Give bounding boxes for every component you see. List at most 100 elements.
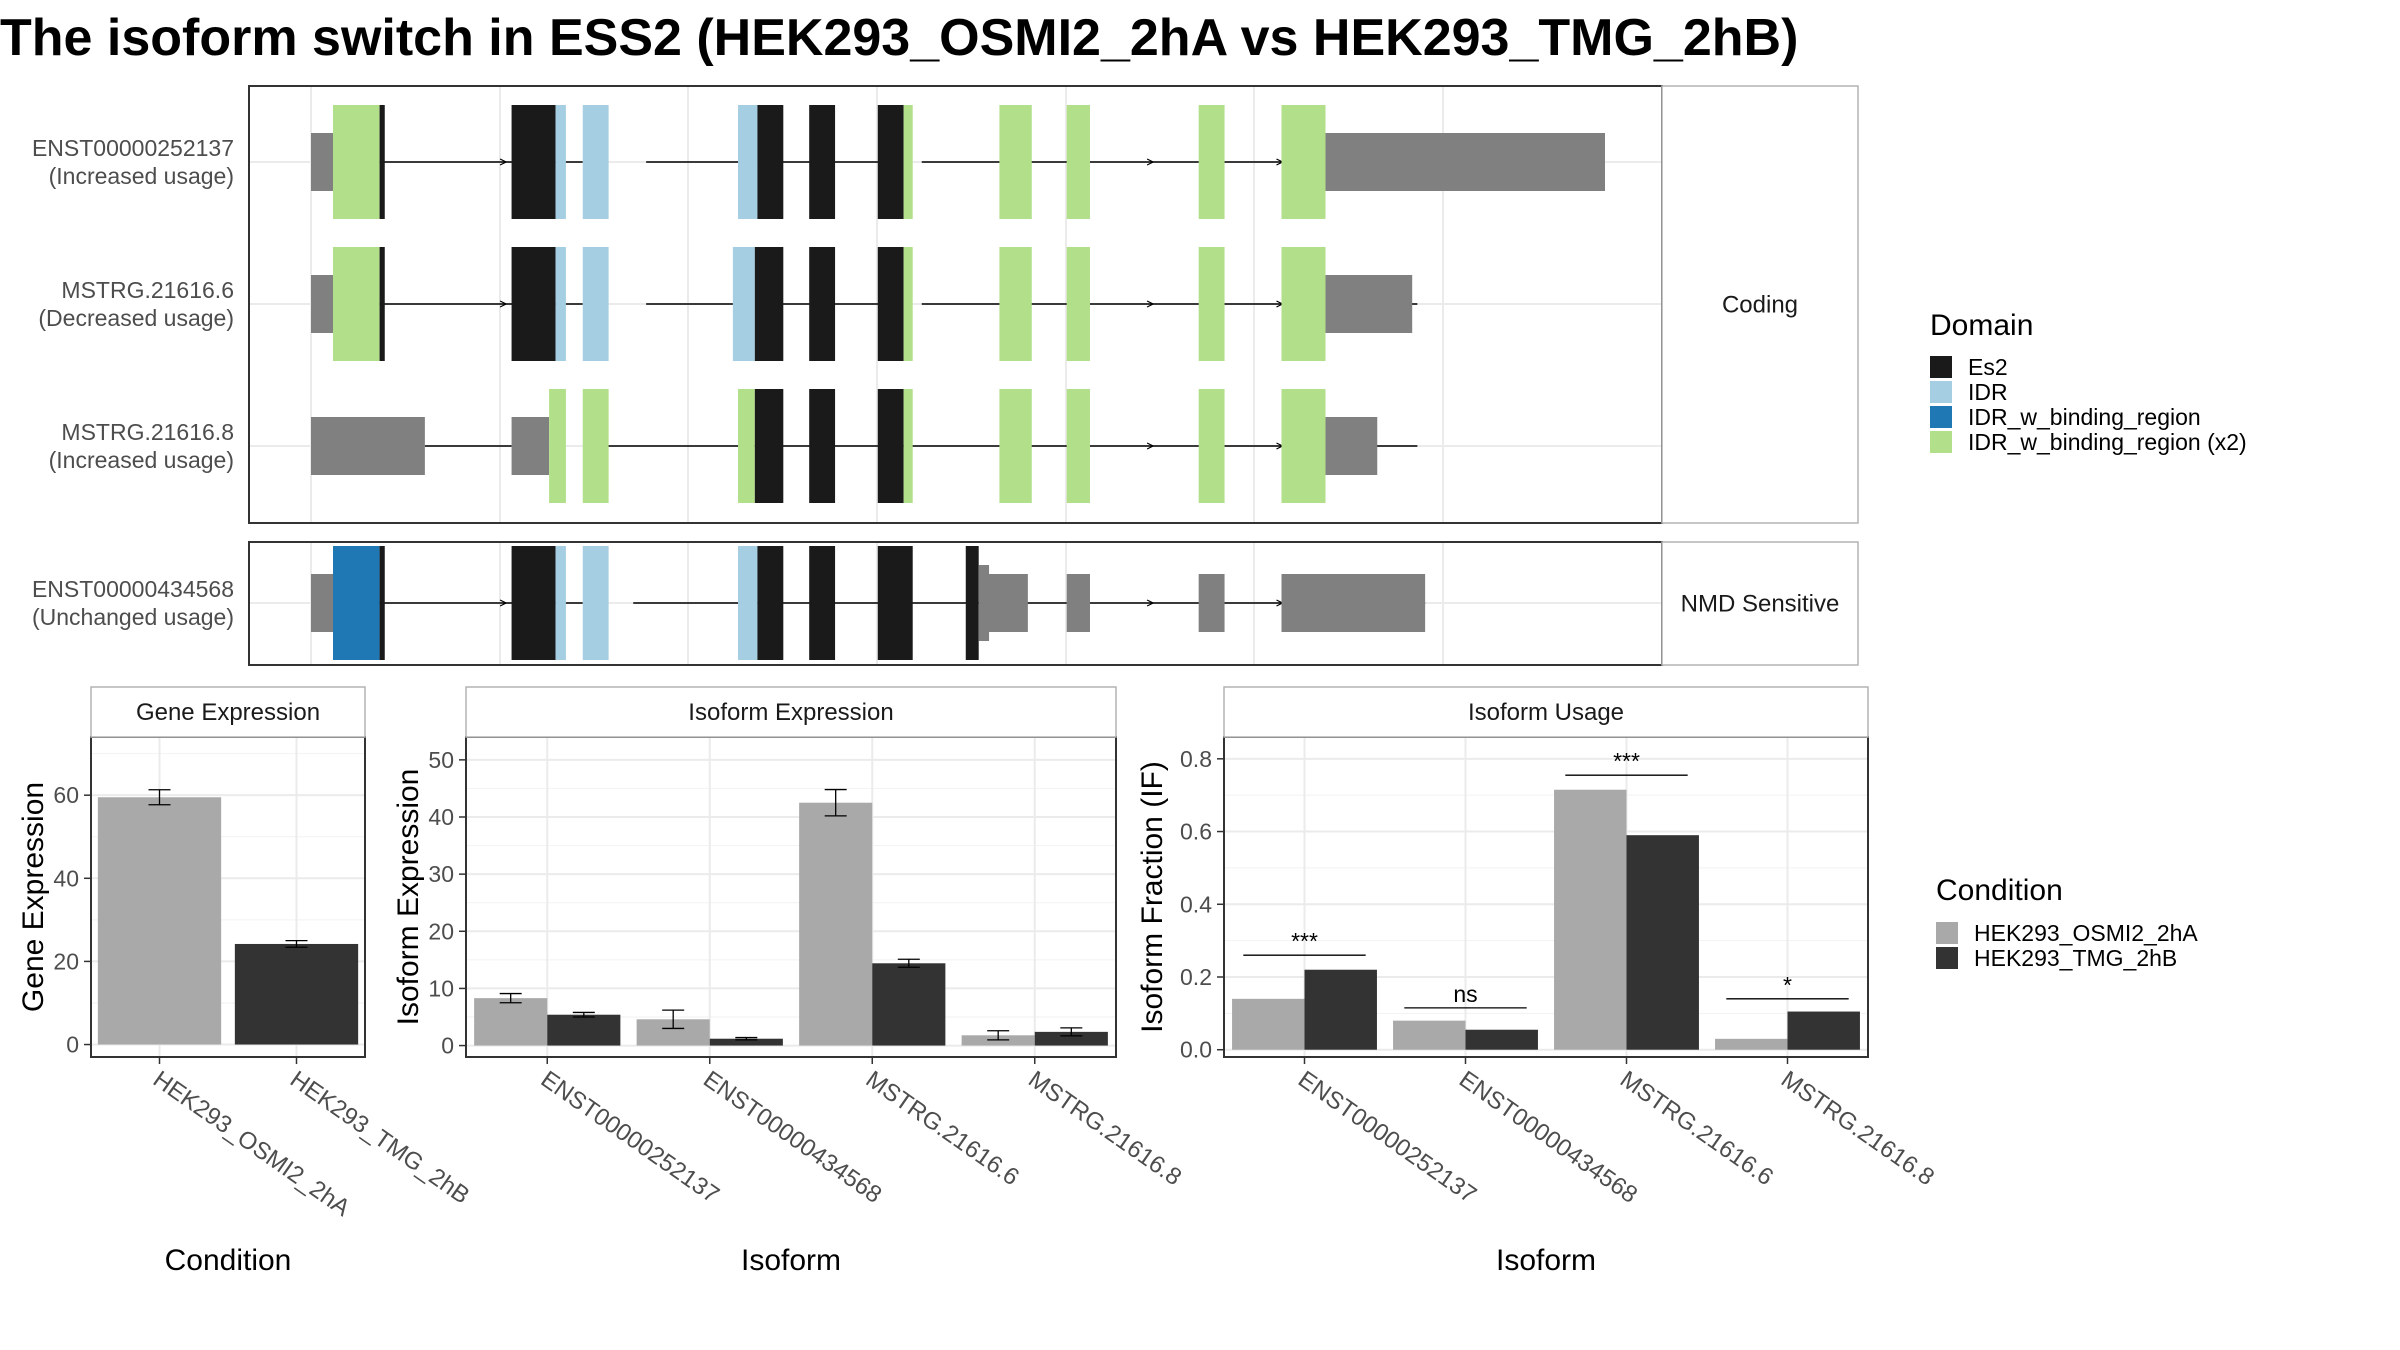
exon-idr-w-binding-region-x2- (903, 247, 913, 361)
exon-idr (555, 546, 566, 660)
exon-idr-w-binding-region-x2- (1066, 247, 1090, 361)
bar (1232, 998, 1305, 1050)
exon-es2 (511, 247, 556, 361)
legend-swatch (1930, 406, 1952, 428)
significance-label: *** (1613, 748, 1640, 774)
bar (1393, 1020, 1466, 1050)
bar (1626, 835, 1699, 1050)
exon-es2 (877, 247, 904, 361)
strip-box (1223, 686, 1869, 738)
bar (1554, 789, 1627, 1050)
exon-idr (738, 105, 758, 219)
x-tick-label: ENST00000434568 (1454, 1066, 1642, 1209)
exon-idr-w-binding-region-x2- (1281, 389, 1326, 503)
utr-block (1281, 574, 1426, 632)
bar (1304, 969, 1377, 1050)
exon-idr (555, 247, 566, 361)
intron-arrow (1146, 442, 1155, 450)
legend-title: Domain (1930, 309, 2033, 342)
exon-es2 (809, 389, 836, 503)
exon-idr (582, 247, 609, 361)
legend-item: IDR (1968, 379, 2008, 405)
utr-block (311, 574, 333, 632)
domain-legend: Domain Es2IDRIDR_w_binding_regionIDR_w_bi… (1930, 309, 2247, 455)
strip-box (1661, 541, 1859, 666)
transcript-ENST00000434568: ENST00000434568(Unchanged usage) (32, 546, 1426, 660)
exon-idr-w-binding-region-x2- (999, 105, 1032, 219)
transcript-MSTRG.21616.6: MSTRG.21616.6(Decreased usage) (38, 247, 1418, 361)
bar (1034, 1031, 1108, 1046)
exon-idr-w-binding-region-x2- (332, 247, 380, 361)
bar-panel-2: Isoform Expression 0 10 20 30 40 50 ENST0000025… (392, 686, 1186, 1277)
exon-es2 (379, 105, 385, 219)
legend-swatch (1936, 947, 1958, 969)
exon-es2 (877, 546, 913, 660)
exon-idr-w-binding-region-x2- (903, 105, 913, 219)
y-tick-label: 0.6 (1180, 819, 1212, 845)
bar-panels: Gene Expression0204060HEK293_OSMI2_2hAHE… (17, 686, 1939, 1277)
significance-label: ns (1453, 981, 1477, 1007)
transcript-id-label: MSTRG.21616.8 (61, 419, 234, 445)
legend-swatch (1930, 431, 1952, 453)
y-tick-label: 20 (53, 948, 79, 974)
exon-idr-w-binding-region-x2- (738, 389, 755, 503)
utr-block (1325, 133, 1605, 191)
x-tick-label: MSTRG.21616.8 (1023, 1066, 1186, 1191)
significance-label: *** (1291, 928, 1318, 954)
utr-block (311, 417, 425, 475)
x-tick-label: MSTRG.21616.6 (1615, 1066, 1778, 1191)
plot-title: The isoform switch in ESS2 (HEK293_OSMI2… (0, 9, 1798, 67)
exon-idr-w-binding-region-x2- (582, 389, 609, 503)
legend-swatch (1930, 356, 1952, 378)
intron-arrow (499, 599, 508, 607)
x-tick-label: ENST00000434568 (698, 1066, 886, 1209)
y-tick-label: 40 (53, 865, 79, 891)
exon-idr-w-binding-region-x2- (1281, 105, 1326, 219)
y-axis-title: Gene Expression (17, 782, 50, 1012)
y-tick-label: 0.8 (1180, 746, 1212, 772)
x-axis-title: Isoform (1496, 1244, 1596, 1277)
intron-arrow (499, 158, 508, 166)
utr-block (1198, 574, 1225, 632)
exon-idr-w-binding-region-x2- (549, 389, 566, 503)
strip-label: NMD Sensitive (1681, 591, 1840, 618)
utr-block (311, 133, 333, 191)
exon-idr (582, 105, 609, 219)
exon-es2 (379, 546, 385, 660)
exon-idr-w-binding-region-x2- (1066, 389, 1090, 503)
strip-label: Coding (1722, 292, 1798, 319)
y-tick-label: 0 (441, 1033, 454, 1059)
x-tick-label: MSTRG.21616.6 (861, 1066, 1024, 1191)
y-tick-label: 0.0 (1180, 1037, 1212, 1063)
bar (1787, 1011, 1860, 1050)
y-tick-label: 60 (53, 782, 79, 808)
bar (1465, 1029, 1538, 1050)
strip-label: Isoform Usage (1468, 699, 1624, 726)
legend-title: Condition (1936, 874, 2063, 907)
exon-idr-w-binding-region-x2- (999, 389, 1032, 503)
utr-block (1066, 574, 1090, 632)
legend-item: Es2 (1968, 354, 2008, 380)
intron-arrow (499, 300, 508, 308)
y-tick-label: 50 (428, 747, 454, 773)
utr-block (1325, 275, 1413, 333)
y-tick-label: 20 (428, 918, 454, 944)
y-tick-label: 40 (428, 804, 454, 830)
utr-block (982, 574, 1028, 632)
transcript-usage-label: (Increased usage) (49, 447, 234, 473)
exon-idr-w-binding-region (332, 546, 380, 660)
legend-item: IDR_w_binding_region (x2) (1968, 429, 2247, 455)
bar (799, 802, 873, 1046)
exon-es2 (754, 247, 784, 361)
x-axis-title: Condition (165, 1244, 292, 1277)
exon-idr-w-binding-region-x2- (1281, 247, 1326, 361)
x-axis-title: Isoform (741, 1244, 841, 1277)
exon-es2 (511, 546, 556, 660)
transcript-usage-label: (Decreased usage) (38, 305, 234, 331)
bar (234, 943, 359, 1045)
y-tick-label: 0.4 (1180, 891, 1212, 917)
panel-background (466, 737, 1116, 1057)
significance-label: * (1783, 972, 1792, 998)
